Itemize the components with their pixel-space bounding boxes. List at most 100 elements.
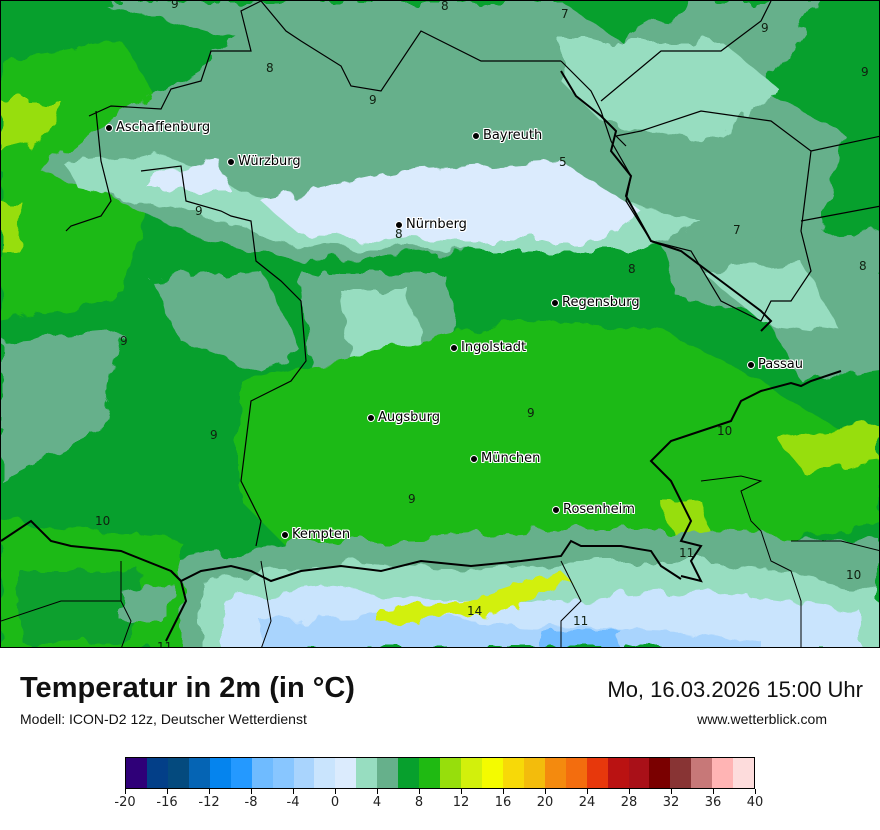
legend-tick: 28 [609, 789, 649, 810]
city-label: Passau [758, 357, 803, 372]
city-dot-icon [472, 131, 480, 140]
city-dot-icon [227, 157, 235, 166]
city-marker: Augsburg [367, 410, 440, 425]
city-marker: Passau [747, 357, 803, 372]
city-label: Würzburg [238, 154, 301, 169]
legend-tick: 32 [651, 789, 691, 810]
tick-mark [460, 789, 462, 794]
city-label: Bayreuth [483, 128, 543, 143]
temperature-value-label: 7 [561, 7, 569, 21]
temperature-value-label: 10 [95, 514, 111, 528]
legend-color-segment [146, 758, 168, 788]
city-marker: Würzburg [227, 154, 301, 169]
legend-color-segment [188, 758, 210, 788]
city-label: Nürnberg [406, 217, 467, 232]
tick-mark [250, 789, 252, 794]
temperature-value-label: 9 [120, 334, 128, 348]
city-label: Regensburg [562, 295, 640, 310]
temperature-map: Aschaffenburg Würzburg Bayreuth Nürnberg Reg… [0, 0, 880, 648]
temperature-value-label: 9 [210, 428, 218, 442]
city-label: Ingolstadt [461, 340, 527, 355]
city-marker: Ingolstadt [450, 340, 526, 355]
legend-color-segment [356, 758, 378, 788]
city-label: Aschaffenburg [116, 120, 211, 135]
legend-color-segment [230, 758, 252, 788]
legend-tick: 4 [357, 789, 397, 810]
city-dot-icon [105, 123, 113, 132]
tick-mark [502, 789, 504, 794]
legend-color-segment [712, 758, 734, 788]
tick-mark [712, 789, 714, 794]
city-marker: Bayreuth [472, 128, 542, 143]
legend-tick: 12 [441, 789, 481, 810]
city-dot-icon [747, 360, 755, 369]
temperature-value-label: 8 [395, 227, 403, 241]
legend-color-segment [377, 758, 399, 788]
tick-label: 8 [414, 795, 424, 810]
city-marker: Rosenheim [552, 502, 635, 517]
legend-color-segment [293, 758, 315, 788]
legend-tick: 8 [399, 789, 439, 810]
city-marker: München [470, 451, 540, 466]
legend-color-segment [670, 758, 692, 788]
legend-color-segment [251, 758, 273, 788]
tick-label: -4 [286, 795, 300, 810]
legend-tick: 36 [693, 789, 733, 810]
legend-tick: 0 [315, 789, 355, 810]
city-marker: Nürnberg [395, 217, 467, 232]
legend-color-segment [565, 758, 587, 788]
legend-color-segment [440, 758, 461, 788]
city-dot-icon [367, 413, 375, 422]
temperature-value-label: 9 [527, 406, 535, 420]
website-link[interactable]: www.wetterblick.com [697, 711, 827, 727]
legend-tick: 40 [735, 789, 775, 810]
temperature-value-label: 9 [861, 65, 869, 79]
tick-label: -8 [244, 795, 258, 810]
city-marker: Aschaffenburg [105, 120, 210, 135]
city-dot-icon [552, 505, 560, 514]
tick-label: 28 [620, 795, 638, 810]
tick-label: 4 [372, 795, 382, 810]
city-label: Rosenheim [563, 502, 635, 517]
legend-color-segment [272, 758, 294, 788]
city-dot-icon [395, 220, 403, 229]
city-label: Augsburg [378, 410, 441, 425]
legend-tick: -4 [273, 789, 313, 810]
tick-mark [670, 789, 672, 794]
legend-color-segment [419, 758, 441, 788]
tick-label: 16 [494, 795, 512, 810]
legend-tick: -16 [147, 789, 187, 810]
tick-label: 20 [536, 795, 554, 810]
tick-label: -12 [198, 795, 220, 810]
tick-label: 32 [662, 795, 680, 810]
temperature-value-label: 11 [157, 640, 173, 648]
tick-label: 0 [330, 795, 340, 810]
temperature-value-label: 9 [369, 93, 377, 107]
legend-color-segment [209, 758, 231, 788]
temperature-value-label: 8 [628, 262, 636, 276]
forecast-datetime: Mo, 16.03.2026 15:00 Uhr [607, 677, 863, 702]
legend-color-segment [481, 758, 503, 788]
temperature-value-label: 9 [195, 204, 203, 218]
tick-mark [418, 789, 420, 794]
legend-color-segment [126, 758, 147, 788]
legend-tick: 24 [567, 789, 607, 810]
temperature-value-label: 9 [171, 0, 179, 11]
temperature-value-label: 8 [441, 0, 449, 13]
legend-color-segment [544, 758, 566, 788]
tick-mark [292, 789, 294, 794]
legend-tick: 20 [525, 789, 565, 810]
tick-mark [166, 789, 168, 794]
legend-tick: -12 [189, 789, 229, 810]
city-marker: Regensburg [551, 295, 640, 310]
city-marker: Kempten [281, 527, 350, 542]
legend-tick: -20 [105, 789, 145, 810]
temperature-value-label: 11 [679, 546, 695, 560]
temperature-value-label: 8 [859, 259, 867, 273]
legend-color-segment [398, 758, 420, 788]
tick-label: 12 [452, 795, 470, 810]
legend-color-segment [733, 758, 755, 788]
model-source: Modell: ICON-D2 12z, Deutscher Wetterdie… [20, 711, 307, 727]
legend-color-segment [461, 758, 482, 788]
tick-mark [754, 789, 756, 794]
